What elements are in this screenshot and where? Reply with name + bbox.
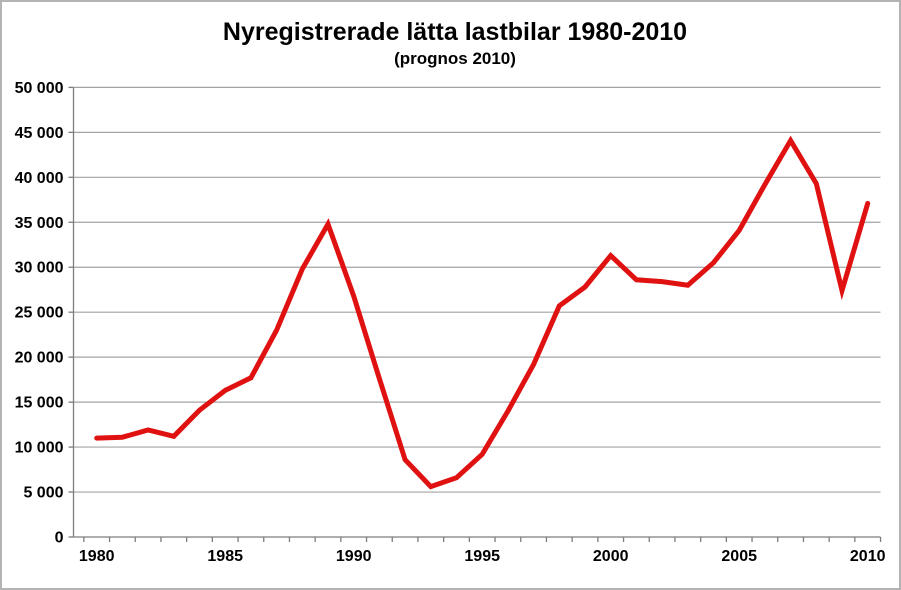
y-axis-tick-label: 10 000 xyxy=(15,440,64,457)
y-axis-tick-label: 40 000 xyxy=(15,170,64,187)
x-axis-tick-label: 1980 xyxy=(79,548,115,565)
chart-subtitle: (prognos 2010) xyxy=(394,49,516,68)
y-axis-tick-label: 45 000 xyxy=(15,125,64,142)
y-axis-tick-label: 15 000 xyxy=(15,395,64,412)
x-axis-tick-label: 2005 xyxy=(721,548,757,565)
y-axis-tick-label: 35 000 xyxy=(15,215,64,232)
x-axis-tick-label: 1985 xyxy=(207,548,243,565)
x-axis-tick-label: 2000 xyxy=(593,548,629,565)
x-axis-tick-label: 2010 xyxy=(850,548,886,565)
y-axis-tick-label: 30 000 xyxy=(15,260,64,277)
data-series-line xyxy=(94,135,871,490)
x-axis-tick-label: 1995 xyxy=(464,548,500,565)
chart-title: Nyregistrerade lätta lastbilar 1980-2010 xyxy=(223,18,687,46)
y-axis-tick-label: 20 000 xyxy=(15,350,64,367)
y-axis-tick-label: 5 000 xyxy=(23,485,63,502)
y-axis-tick-label: 25 000 xyxy=(15,305,64,322)
y-axis-tick-label: 0 xyxy=(55,530,64,547)
x-axis-tick-label: 1990 xyxy=(336,548,372,565)
y-axis-tick-label: 50 000 xyxy=(15,80,64,97)
plot-area: 0 5 000 10 000 15 000 20 000 25 000 30 000 35 0… xyxy=(15,80,886,565)
